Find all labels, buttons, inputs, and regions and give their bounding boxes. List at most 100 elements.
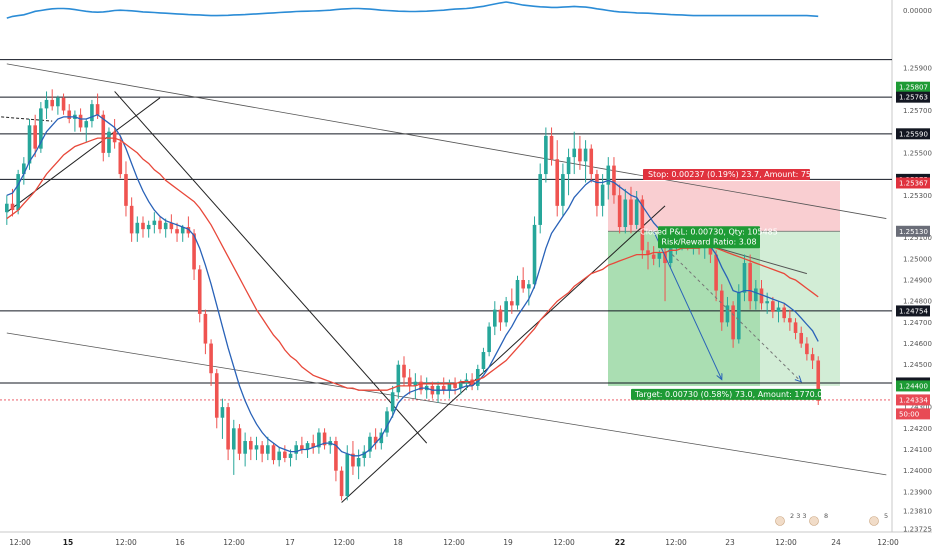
- candle-body: [515, 280, 520, 306]
- price-axis-label-box: [896, 128, 930, 140]
- candle-body: [135, 222, 140, 234]
- candle-body: [175, 229, 179, 234]
- candle-body: [277, 451, 281, 461]
- price-axis-label-box: [896, 305, 930, 317]
- candle-body: [44, 99, 49, 109]
- candle-body: [612, 165, 616, 196]
- trendline: [6, 63, 887, 219]
- candle-body: [226, 407, 230, 450]
- target-label: Target: 0.00730 (0.58%) 73.0, Amount: 17…: [634, 390, 827, 399]
- projection-arrow: [653, 231, 722, 379]
- candle-body: [33, 125, 37, 149]
- y-axis-tick-label: 1.23900: [903, 488, 932, 496]
- candle-body: [413, 381, 418, 386]
- candle-body: [651, 254, 656, 259]
- candle-body: [220, 407, 225, 418]
- candle-body: [600, 184, 605, 206]
- candle-body: [95, 104, 100, 115]
- candle-body: [368, 436, 372, 452]
- candle-body: [481, 352, 486, 369]
- candle-body: [129, 205, 134, 234]
- candle-body: [742, 263, 747, 293]
- candle-body: [606, 165, 611, 185]
- stop-label-box: [643, 169, 810, 181]
- candle-body: [668, 248, 673, 264]
- candle-body: [334, 441, 338, 471]
- candle-body: [793, 322, 798, 333]
- candle-body: [799, 332, 804, 344]
- candle-body: [254, 445, 259, 450]
- price-axis-label: 1.24754: [899, 307, 928, 315]
- price-axis-label: 1.25130: [899, 228, 928, 236]
- candle-body: [50, 99, 55, 107]
- event-flag-icon: [869, 516, 879, 526]
- candle-body: [475, 368, 480, 386]
- y-axis-tick-label: 1.24200: [903, 425, 932, 433]
- risk-reward-label: Risk/Reward Ratio: 3.08: [661, 237, 756, 246]
- candle-body: [617, 195, 622, 228]
- x-axis-tick-label: 12:00: [9, 538, 31, 547]
- candle-body: [356, 457, 361, 467]
- candle-body: [379, 432, 384, 444]
- candle-body: [776, 307, 781, 312]
- x-axis-tick-label: 19: [503, 538, 513, 547]
- candle-body: [362, 451, 367, 458]
- candle-body: [595, 174, 599, 206]
- price-axis-label: 1.24334: [899, 396, 928, 404]
- candle-body: [373, 436, 378, 444]
- price-axis-label: 1.24400: [899, 382, 928, 390]
- trendline: [1, 116, 53, 122]
- candle-body: [719, 290, 724, 323]
- trendline: [114, 91, 428, 444]
- x-axis-tick-label: 12:00: [665, 538, 687, 547]
- x-axis-tick-label: 15: [63, 538, 73, 547]
- candle-body: [84, 121, 89, 128]
- candle-body: [300, 445, 304, 450]
- candle-body: [578, 148, 582, 162]
- candle-body: [311, 443, 316, 448]
- candle-body: [555, 159, 560, 206]
- candle-body: [283, 451, 287, 458]
- y-axis-tick-label: 1.25500: [903, 149, 932, 157]
- candle-body: [169, 222, 174, 230]
- candle-body: [152, 220, 157, 225]
- candle-body: [231, 428, 236, 450]
- candle-body: [322, 432, 327, 446]
- candle-body: [736, 292, 741, 340]
- y-axis-tick-label: 1.23810: [903, 507, 932, 515]
- event-flag-icon: [775, 516, 785, 526]
- y-axis-tick-label: 1.25300: [903, 192, 932, 200]
- candle-body: [407, 377, 412, 386]
- price-axis-label-box: [896, 81, 930, 93]
- candle-body: [294, 445, 298, 454]
- candle-body: [61, 97, 66, 111]
- candle-body: [765, 301, 769, 304]
- trendline: [341, 205, 666, 503]
- candle-body: [646, 250, 650, 255]
- candle-body: [141, 222, 145, 230]
- trendline: [6, 97, 161, 213]
- y-axis-tick-label: 1.24800: [903, 298, 932, 306]
- target-label-box: [631, 388, 821, 400]
- candle-body: [158, 220, 162, 230]
- indicator-line: [6, 1, 819, 19]
- y-axis-tick-label: 1.24300: [903, 404, 932, 412]
- price-axis-label-box: [896, 91, 930, 103]
- x-axis-tick-label: 12:00: [115, 538, 137, 547]
- candle-body: [101, 114, 106, 153]
- candle-body: [748, 263, 752, 302]
- price-axis-label-box: [896, 380, 930, 392]
- candle-body: [385, 411, 389, 433]
- candle-body: [731, 305, 735, 340]
- candle-body: [470, 379, 474, 386]
- candle-body: [725, 305, 730, 323]
- candle-body: [441, 385, 446, 391]
- y-axis-tick-label: 1.25700: [903, 107, 932, 115]
- candle-body: [305, 443, 310, 450]
- candle-body: [510, 301, 514, 306]
- x-axis-tick-label: 12:00: [553, 538, 575, 547]
- price-axis-label-box: [896, 177, 930, 189]
- closed-pnl-box: [658, 226, 760, 249]
- price-axis-label: 50:00: [899, 410, 919, 418]
